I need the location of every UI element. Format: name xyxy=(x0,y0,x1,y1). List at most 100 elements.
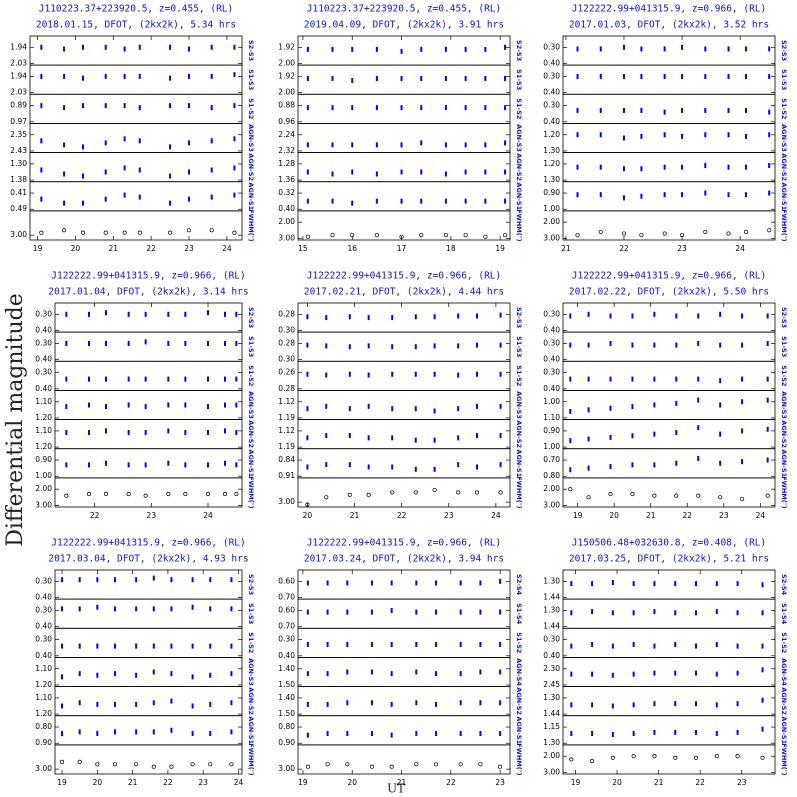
y-tick-label: 0.30 xyxy=(35,635,52,644)
x-tick-label: 23 xyxy=(719,511,729,520)
strip-frame xyxy=(562,627,776,658)
y-tick-label: 0.90 xyxy=(543,426,560,435)
data-point xyxy=(208,762,213,767)
data-point xyxy=(170,606,173,612)
y-tick-label: 1.44 xyxy=(543,593,560,602)
data-point xyxy=(741,399,744,405)
data-point xyxy=(768,132,771,138)
y-tick-label: 1.12 xyxy=(278,426,295,435)
y-tick-label: 1.20 xyxy=(35,413,52,422)
data-point xyxy=(138,167,141,173)
data-point xyxy=(135,577,138,583)
y-tick-label: 1.44 xyxy=(543,709,560,718)
data-point xyxy=(741,376,744,382)
data-point xyxy=(400,142,403,148)
data-point xyxy=(599,192,602,198)
data-point xyxy=(474,490,480,495)
y-tick-label: 0.88 xyxy=(278,101,295,110)
data-point xyxy=(640,107,643,113)
data-point xyxy=(697,397,700,403)
y-tick-label: 1.92 xyxy=(278,42,295,51)
data-point xyxy=(325,433,328,439)
data-point xyxy=(370,700,373,706)
data-point xyxy=(80,230,86,235)
strip-frame xyxy=(297,627,511,658)
x-tick-label: 22 xyxy=(90,511,100,520)
data-point xyxy=(127,462,130,468)
data-point xyxy=(591,641,594,647)
data-point xyxy=(367,372,370,378)
y-tick-label: 2.24 xyxy=(278,130,295,139)
data-point xyxy=(138,105,141,111)
data-point xyxy=(113,671,116,677)
data-point xyxy=(433,762,439,767)
data-point xyxy=(704,132,707,138)
data-point xyxy=(113,577,116,583)
data-point xyxy=(653,431,656,437)
y-tick-label: 0.30 xyxy=(543,309,560,318)
data-point xyxy=(82,103,84,109)
data-point xyxy=(306,580,309,586)
data-point xyxy=(587,407,590,413)
data-point xyxy=(499,641,502,647)
data-point xyxy=(768,109,771,115)
y-tick-label: 0.70 xyxy=(278,622,295,631)
data-point xyxy=(499,433,502,439)
y-tick-label: 0.40 xyxy=(543,355,560,364)
x-tick-label: 21 xyxy=(109,244,119,253)
strip-frame xyxy=(297,93,511,124)
data-point xyxy=(224,376,226,382)
data-point xyxy=(82,200,84,206)
data-point xyxy=(400,169,403,175)
strip-frame xyxy=(297,569,511,600)
strip-frame xyxy=(297,744,511,775)
data-point xyxy=(375,105,378,111)
data-point xyxy=(464,76,467,81)
data-point xyxy=(370,580,373,586)
data-point xyxy=(39,230,44,235)
data-point xyxy=(351,105,354,111)
data-point xyxy=(224,311,226,317)
strip-label: FWHM(″) xyxy=(247,209,255,241)
y-tick-label: 0.80 xyxy=(543,471,560,480)
y-tick-label: 0.30 xyxy=(35,368,52,377)
x-tick-label: 24 xyxy=(756,511,766,520)
panel-subtitle: 2018.01.15, DFOT, (2kx2k), 5.34 hrs xyxy=(36,20,236,31)
y-tick-label: 1.50 xyxy=(278,680,295,689)
strip-frame xyxy=(297,152,511,183)
y-tick-label: 2.03 xyxy=(10,87,27,96)
y-tick-label: 3.00 xyxy=(35,500,52,509)
y-tick-label: 2.00 xyxy=(543,217,560,226)
data-point xyxy=(587,311,590,317)
data-point xyxy=(105,428,107,434)
data-point xyxy=(191,731,194,737)
data-point xyxy=(40,138,43,144)
data-point xyxy=(569,342,572,348)
y-tick-label: 1.20 xyxy=(543,159,560,168)
data-point xyxy=(414,344,417,350)
data-point xyxy=(504,76,507,81)
data-point xyxy=(77,759,82,764)
x-tick-label: 21 xyxy=(646,511,656,520)
data-point xyxy=(586,495,591,500)
data-point xyxy=(306,609,309,615)
y-tick-label: 1.30 xyxy=(543,605,560,614)
data-point xyxy=(391,435,394,441)
panel-title: J122222.99+041315.9, z=0.966, (RL) xyxy=(51,271,245,282)
x-tick-label: 17 xyxy=(397,244,407,253)
data-point xyxy=(78,671,81,677)
data-point xyxy=(40,103,43,109)
strip-label: S2-S3 xyxy=(247,307,255,328)
x-tick-label: 22 xyxy=(619,244,629,253)
data-point xyxy=(184,376,187,382)
data-point xyxy=(167,376,170,382)
data-point xyxy=(662,231,667,236)
strip-label: AGN-S1 xyxy=(247,716,255,744)
data-point xyxy=(569,467,572,473)
data-point xyxy=(675,313,678,319)
data-point xyxy=(663,109,666,115)
y-tick-label: 2.00 xyxy=(543,484,560,493)
data-point xyxy=(715,702,718,708)
strip-label: S1-S3 xyxy=(515,336,523,357)
data-point xyxy=(209,731,212,737)
